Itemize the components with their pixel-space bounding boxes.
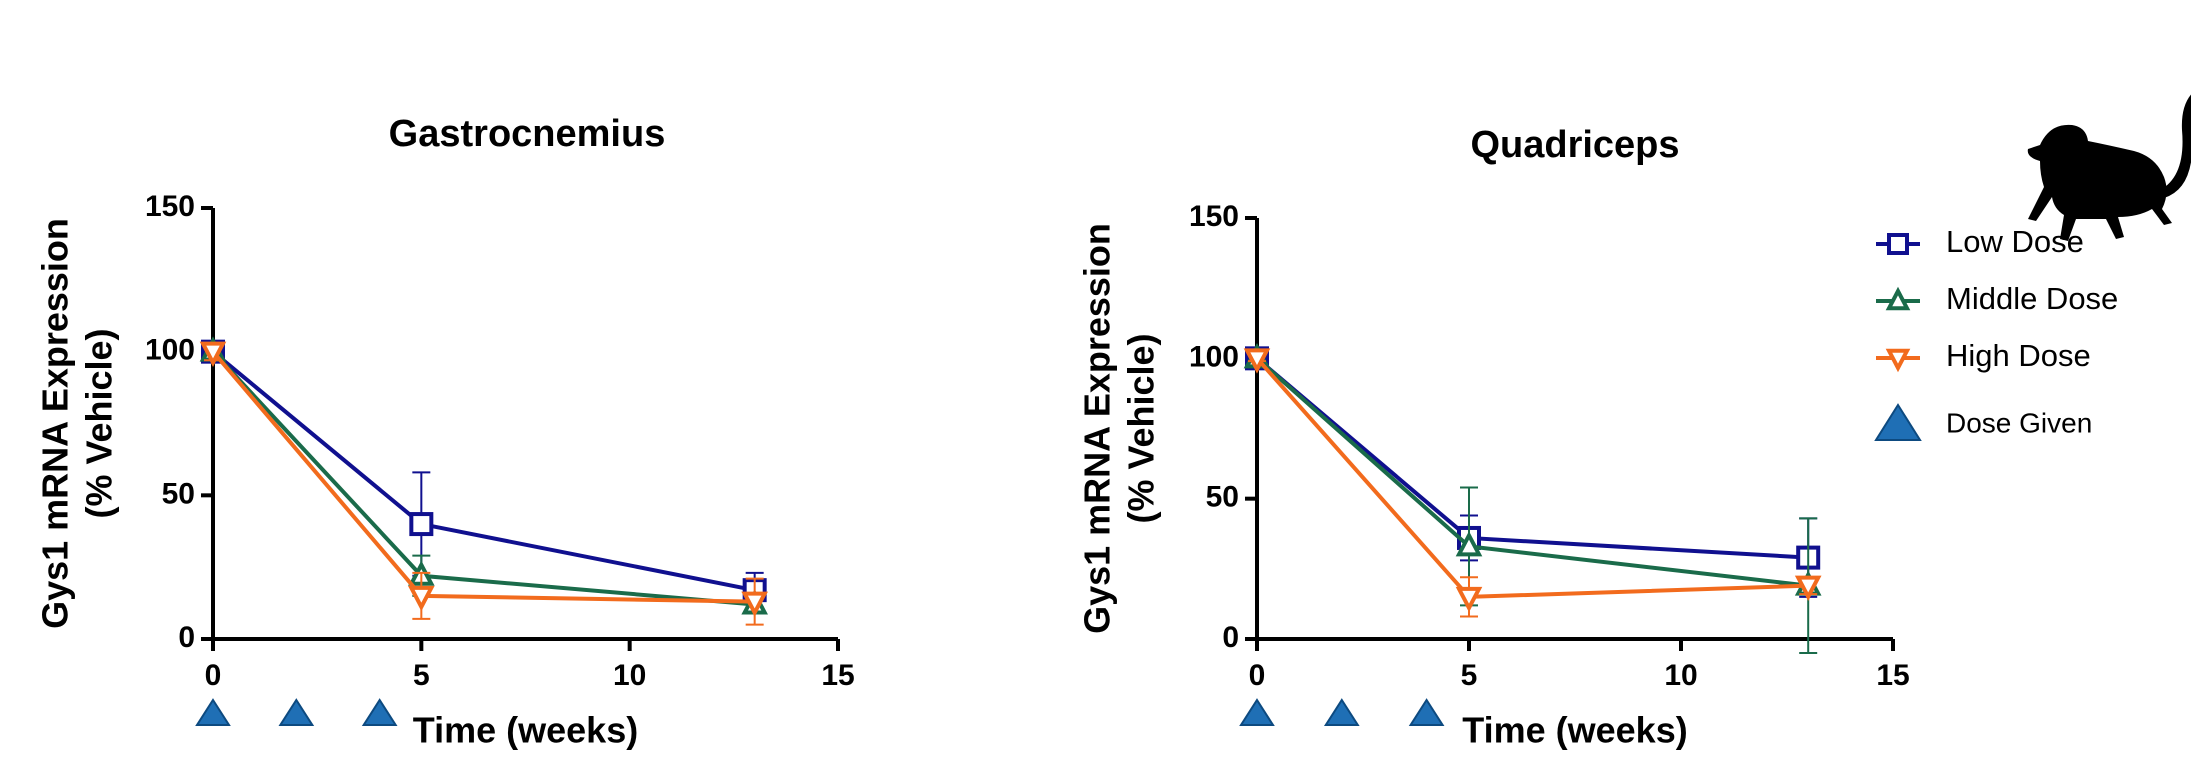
y-axis-label: (% Vehicle): [1121, 333, 1162, 523]
dose-marker: [361, 698, 398, 726]
legend-label: Dose Given: [1946, 407, 2092, 438]
y-axis-label: Gys1 mRNA Expression: [35, 218, 76, 629]
x-tick-label: 15: [1876, 659, 1909, 692]
y-axis-label: Gys1 mRNA Expression: [1077, 223, 1118, 634]
y-tick-label: 0: [178, 621, 195, 654]
series-line: [1255, 357, 1809, 599]
legend-marker: [1887, 233, 1909, 255]
dose-marker: [195, 698, 231, 726]
y-tick-label: 50: [1206, 481, 1239, 514]
data-point: [199, 341, 227, 367]
series-line: [211, 350, 756, 593]
x-tick-label: 15: [821, 659, 854, 692]
data-point: [1455, 531, 1483, 557]
x-tick-label: 5: [1461, 659, 1478, 692]
y-tick-label: 50: [162, 477, 195, 510]
legend-marker: [1885, 286, 1911, 311]
dose-marker: [278, 698, 315, 726]
y-tick-label: 150: [145, 190, 195, 223]
dose-marker: [1323, 698, 1360, 726]
legend-label: High Dose: [1946, 338, 2091, 373]
x-axis-label: Time (weeks): [1462, 710, 1687, 751]
chart-title: Gastrocnemius: [389, 113, 666, 155]
legend-marker: [1885, 348, 1911, 373]
series-line: [211, 350, 755, 604]
chart-title: Quadriceps: [1470, 124, 1679, 166]
data-point: [409, 512, 434, 537]
data-point: [1794, 575, 1822, 601]
x-tick-label: 0: [1249, 659, 1266, 692]
x-tick-label: 10: [613, 659, 646, 692]
data-point: [1455, 586, 1483, 613]
monkey-icon: [2027, 94, 2191, 241]
x-tick-label: 5: [413, 659, 430, 692]
legend-label: Low Dose: [1946, 224, 2084, 259]
legend-dose-marker: [1874, 403, 1922, 441]
data-point: [1243, 348, 1271, 374]
x-tick-label: 0: [205, 659, 222, 692]
y-tick-label: 0: [1222, 621, 1239, 654]
y-tick-label: 100: [1189, 340, 1239, 373]
series-line: [1255, 356, 1809, 560]
dose-marker: [1408, 698, 1445, 726]
series-line: [211, 350, 755, 607]
legend-label: Middle Dose: [1946, 281, 2118, 316]
y-tick-label: 150: [1189, 200, 1239, 233]
data-point: [741, 591, 768, 617]
data-point: [408, 585, 435, 612]
y-tick-label: 100: [145, 334, 195, 367]
x-axis-label: Time (weeks): [413, 710, 638, 751]
y-axis-label: (% Vehicle): [79, 328, 120, 518]
dose-marker: [1239, 698, 1275, 726]
x-tick-label: 10: [1664, 659, 1697, 692]
